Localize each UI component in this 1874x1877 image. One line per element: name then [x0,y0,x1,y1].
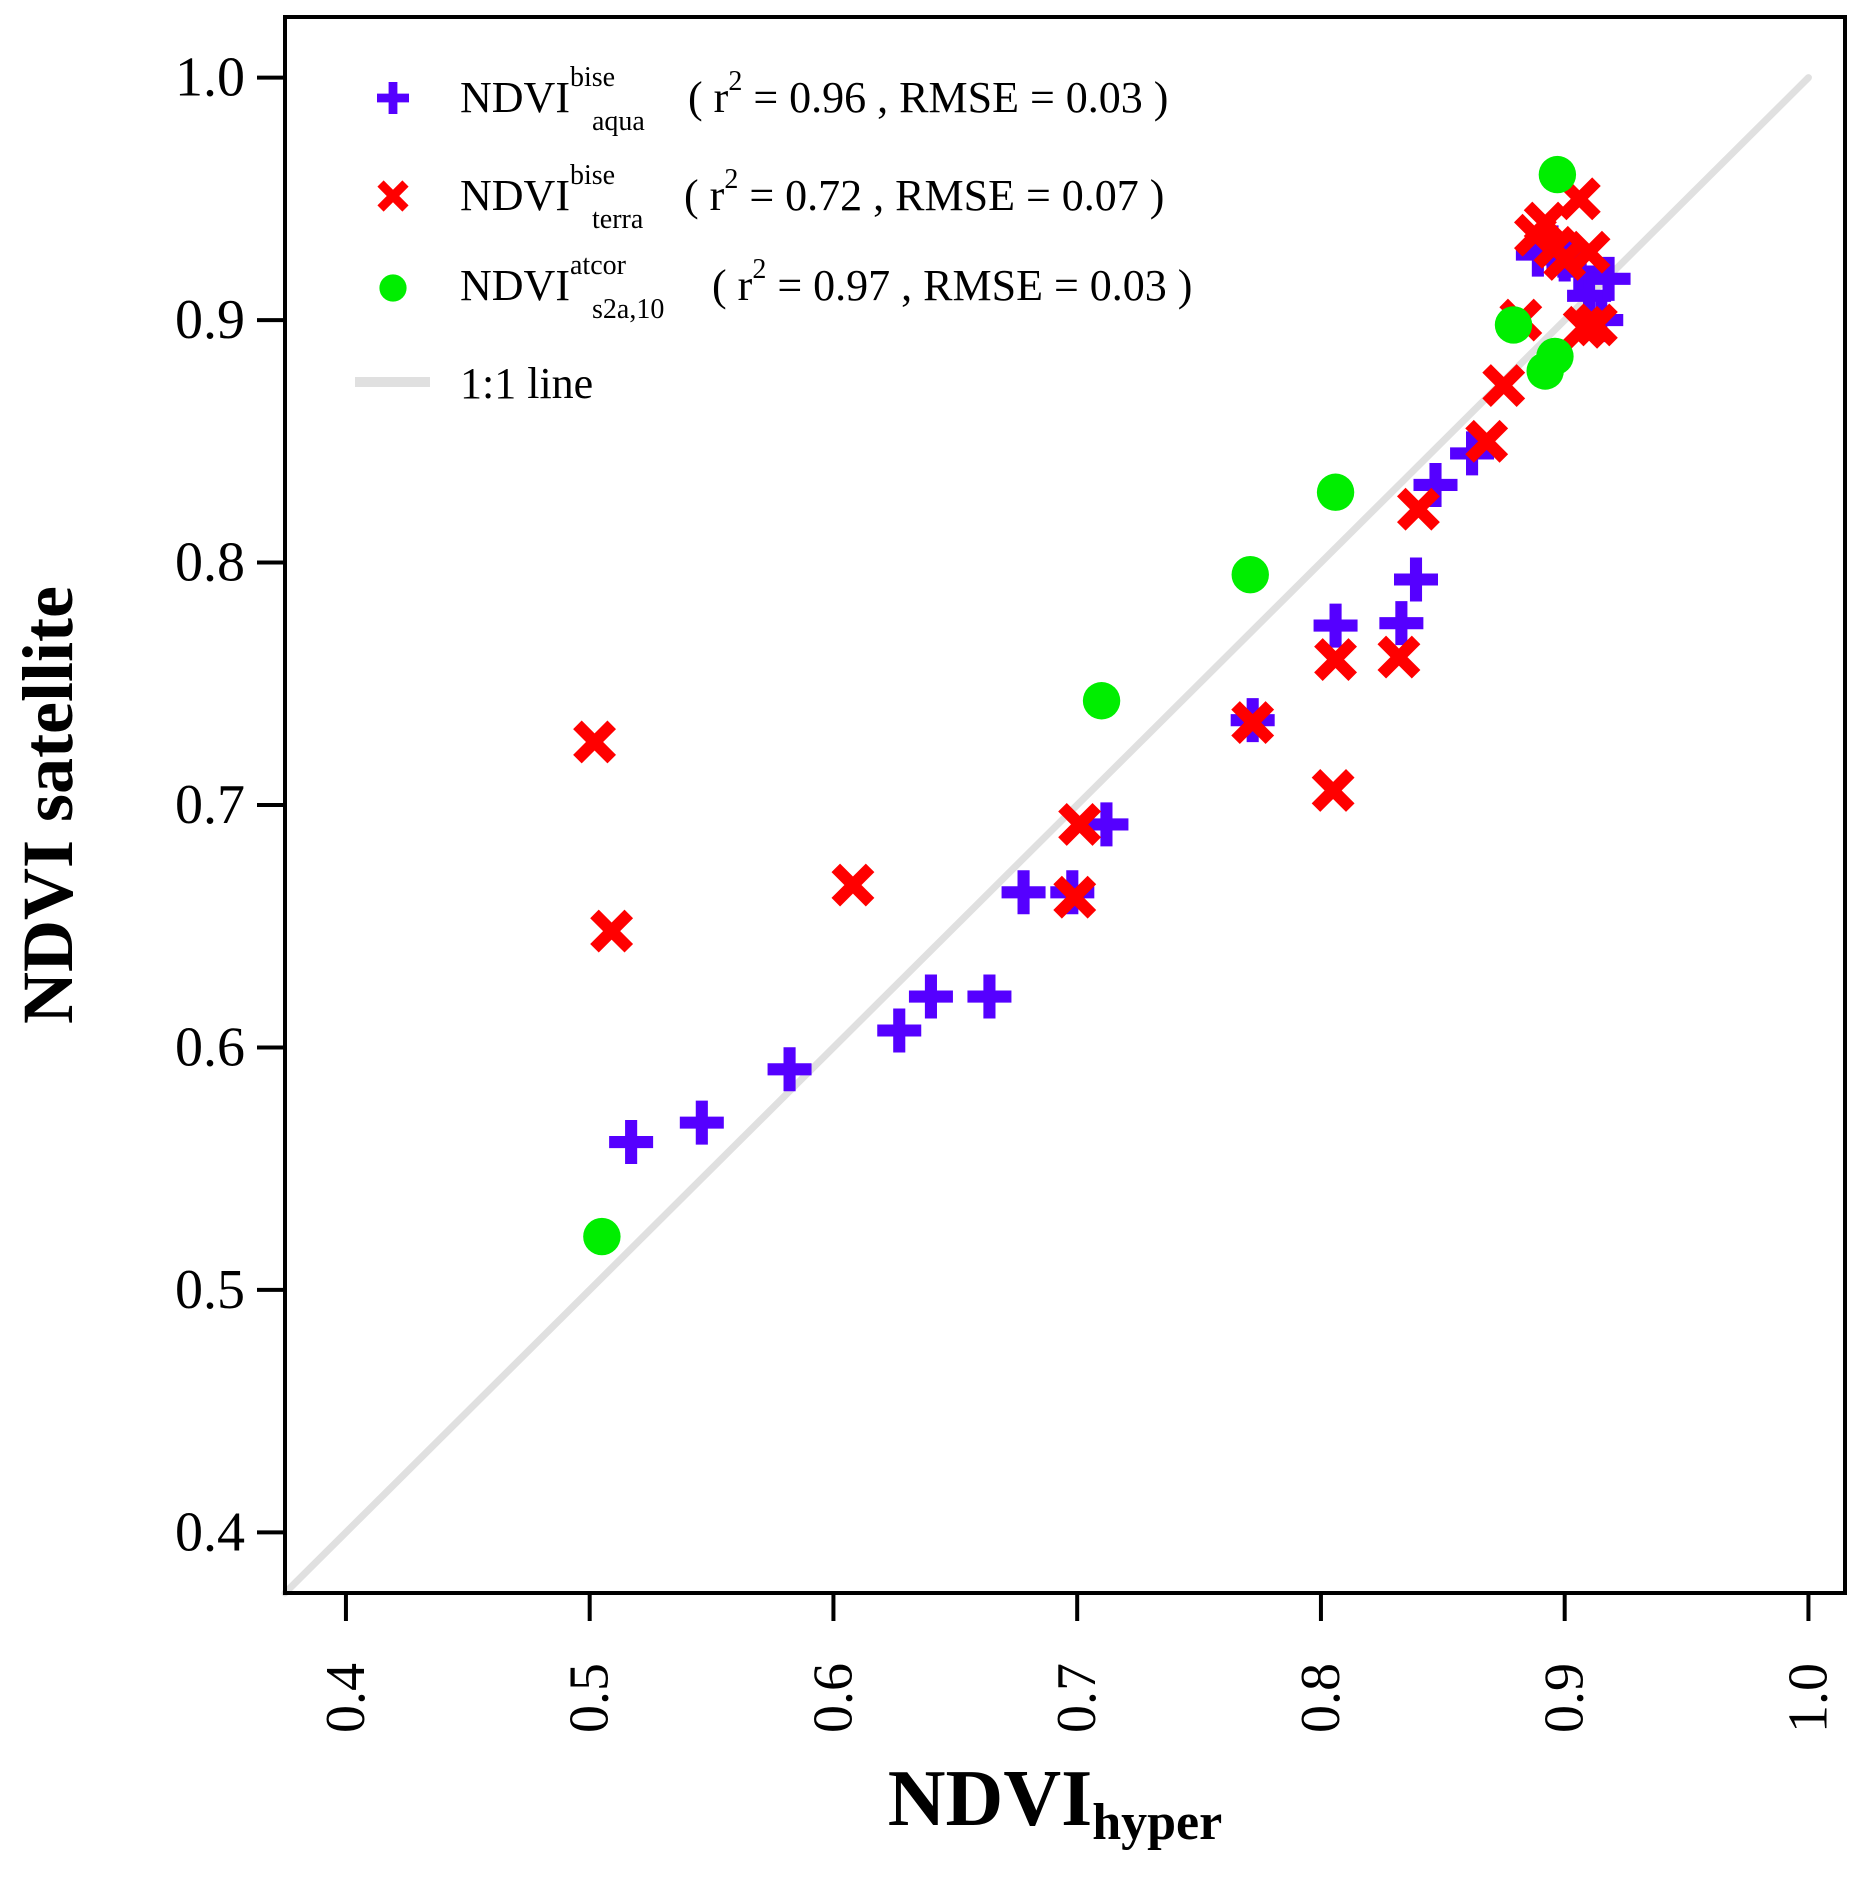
series-s2a [583,155,1577,1256]
legend-label-terra: NDVIbise terra( r2 = 0.72 , RMSE = 0.07 ) [460,160,1164,235]
y-tick-label: 1.0 [175,47,245,109]
legend-marker-terra-shape [377,180,409,212]
data-point-terra [831,863,875,907]
legend-marker-aqua [377,82,409,114]
data-point-terra [590,909,634,953]
x-axis: 0.4 0.5 0.6 0.7 0.8 0.9 1.0 [315,1593,1839,1733]
legend-item-aqua: NDVIbise aqua( r2 = 0.96 , RMSE = 0.03 ) [377,62,1168,137]
data-point-s2a [1231,555,1269,594]
data-point-terra [1058,802,1102,846]
data-points [573,155,1631,1256]
x-tick-label: 0.8 [1290,1663,1352,1733]
data-point-s2a [1316,473,1355,511]
data-point-terra [1314,638,1357,681]
data-point-aqua [1394,557,1438,602]
data-point-s2a [1494,306,1533,344]
y-tick-label: 0.9 [175,289,245,351]
legend-item-reference-line: 1:1 line [355,359,593,408]
legend-item-s2a: NDVIatcor s2a,10( r2 = 0.97 , RMSE = 0.03… [379,250,1192,325]
y-tick-label: 0.5 [175,1259,245,1321]
data-point-terra [1562,305,1606,349]
data-point-s2a [583,1217,621,1256]
y-tick-label: 0.7 [175,774,245,836]
y-axis: 0.4 0.5 0.6 0.7 0.8 0.9 1.0 [175,47,285,1563]
legend-marker-s2a-shape [379,274,407,302]
series-terra [573,177,1618,953]
legend-label-s2a: NDVIatcor s2a,10( r2 = 0.97 , RMSE = 0.03… [460,250,1192,325]
data-point-s2a [1536,337,1574,376]
reference-line [281,74,1812,1597]
data-point-terra [1482,364,1526,407]
x-axis-title-main: NDVI [888,1755,1092,1843]
data-point-aqua [908,974,953,1019]
data-point-aqua [1084,802,1129,847]
data-point-aqua [679,1100,724,1145]
data-point-aqua [1379,601,1424,646]
y-tick-label: 0.4 [175,1501,245,1563]
data-point-aqua [1313,603,1358,648]
data-point-aqua [967,974,1012,1019]
data-point-terra [1397,487,1440,531]
x-tick-label: 0.7 [1046,1663,1108,1733]
x-tick-label: 0.6 [802,1663,864,1733]
x-tick-label: 0.9 [1534,1663,1596,1733]
data-point-aqua [877,1008,922,1053]
legend-marker-s2a [379,274,407,302]
data-point-s2a [1538,155,1577,194]
x-axis-title: NDVIhyper [888,1755,1222,1851]
data-point-aqua [1001,870,1046,915]
legend-marker-terra [377,180,409,212]
y-tick-label: 0.8 [175,532,245,594]
x-tick-label: 1.0 [1777,1663,1839,1733]
x-tick-label: 0.5 [559,1663,621,1733]
y-axis-title: NDVI satellite [8,586,88,1024]
legend: NDVIbise aqua( r2 = 0.96 , RMSE = 0.03 ) … [355,62,1192,408]
data-point-aqua [767,1047,812,1092]
data-point-terra [1053,875,1097,919]
data-point-terra [1465,419,1509,463]
x-tick-label: 0.4 [315,1663,377,1733]
data-point-terra [1311,769,1355,812]
series-aqua [609,225,1631,1165]
data-point-aqua [609,1120,654,1165]
data-point-terra [1377,635,1421,679]
data-point-terra [1567,230,1611,274]
data-point-terra [573,720,617,764]
legend-label-aqua: NDVIbise aqua( r2 = 0.96 , RMSE = 0.03 ) [460,62,1168,137]
legend-label-reference-line: 1:1 line [460,359,593,408]
data-point-s2a [1082,682,1121,720]
y-tick-label: 0.6 [175,1016,245,1078]
legend-item-terra: NDVIbise terra( r2 = 0.72 , RMSE = 0.07 ) [377,160,1164,235]
x-axis-title-sub: hyper [1092,1794,1222,1851]
data-point-terra [1231,701,1275,745]
legend-marker-aqua-shape [377,82,409,114]
